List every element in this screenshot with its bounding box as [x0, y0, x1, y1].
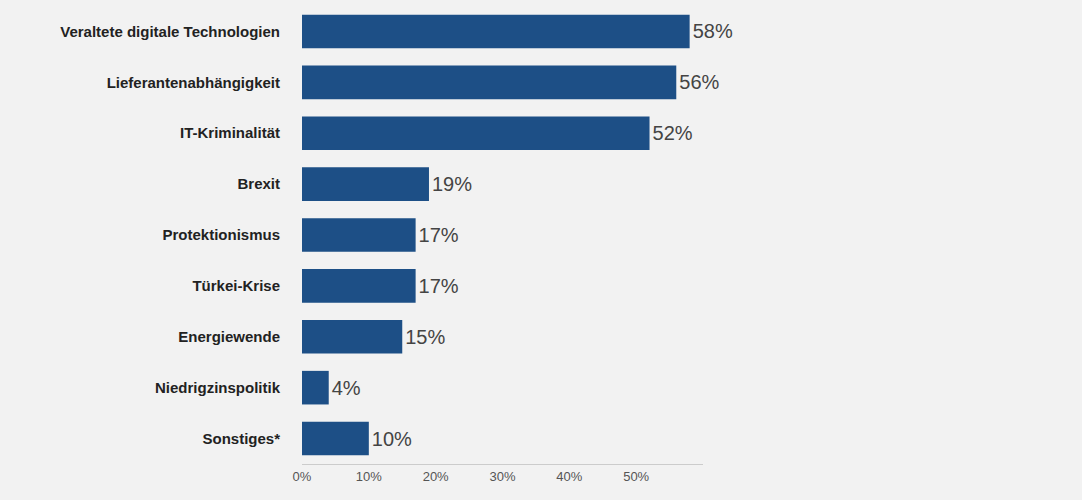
svg-text:20%: 20%	[423, 469, 449, 484]
svg-text:17%: 17%	[419, 224, 459, 246]
svg-text:Energiewende: Energiewende	[178, 328, 280, 345]
svg-text:4%: 4%	[332, 377, 361, 399]
svg-text:Protektionismus: Protektionismus	[162, 226, 280, 243]
svg-text:50%: 50%	[623, 469, 649, 484]
svg-text:0%: 0%	[293, 469, 312, 484]
svg-text:52%: 52%	[653, 122, 693, 144]
svg-text:Niedrigzinspolitik: Niedrigzinspolitik	[155, 379, 281, 396]
svg-text:19%: 19%	[432, 173, 472, 195]
svg-text:Lieferantenabhängigkeit: Lieferantenabhängigkeit	[107, 74, 280, 91]
svg-text:15%: 15%	[405, 326, 445, 348]
svg-text:58%: 58%	[693, 20, 733, 42]
svg-text:40%: 40%	[556, 469, 582, 484]
svg-text:30%: 30%	[489, 469, 515, 484]
svg-text:IT-Kriminalität: IT-Kriminalität	[180, 124, 280, 141]
svg-text:56%: 56%	[679, 71, 719, 93]
svg-text:Sonstiges*: Sonstiges*	[202, 430, 280, 447]
svg-text:Veraltete digitale Technologie: Veraltete digitale Technologien	[60, 23, 280, 40]
svg-text:Brexit: Brexit	[237, 175, 280, 192]
svg-text:10%: 10%	[372, 428, 412, 450]
svg-text:Türkei-Krise: Türkei-Krise	[192, 277, 280, 294]
svg-text:10%: 10%	[356, 469, 382, 484]
svg-text:17%: 17%	[419, 275, 459, 297]
